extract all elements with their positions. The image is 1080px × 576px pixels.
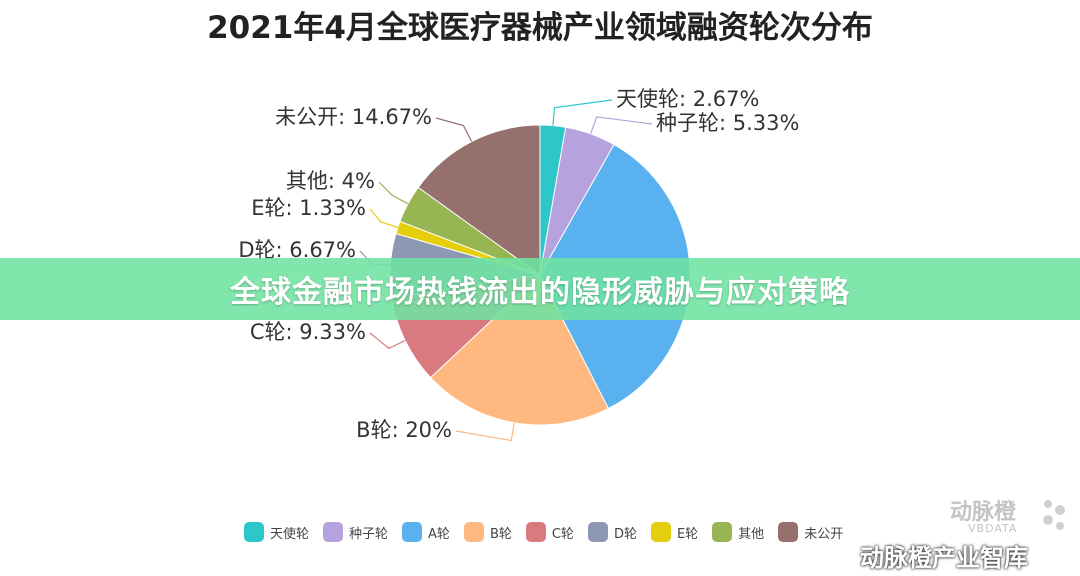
- legend-swatch: [712, 522, 733, 542]
- slice-label-3: B轮: 20%: [356, 418, 452, 442]
- chart-legend: 天使轮 种子轮 A轮 B轮 C轮 D轮 E轮 其他 未公开: [244, 522, 857, 542]
- slice-label-4: C轮: 9.33%: [250, 320, 366, 344]
- label-leader-8: [435, 117, 473, 142]
- legend-item-7[interactable]: 其他: [712, 522, 764, 542]
- legend-label: C轮: [551, 526, 574, 542]
- chart-title: 2021年4月全球医疗器械产业领域融资轮次分布: [207, 10, 873, 46]
- legend-swatch: [323, 522, 344, 542]
- watermark-dots-icon: [1043, 500, 1065, 530]
- legend-label: 其他: [738, 526, 765, 542]
- legend-label: 天使轮: [270, 526, 310, 542]
- legend-item-0[interactable]: 天使轮: [244, 522, 309, 542]
- legend-label: B轮: [489, 526, 512, 542]
- watermark-logo: 动脉橙: [950, 500, 1017, 525]
- label-leader-0: [552, 99, 613, 126]
- slice-label-1: 种子轮: 5.33%: [656, 111, 799, 135]
- legend-label: 未公开: [804, 526, 844, 542]
- legend-item-1[interactable]: 种子轮: [323, 522, 388, 542]
- slice-label-6: E轮: 1.33%: [251, 196, 366, 220]
- footer-watermark: 动脉橙产业智库: [822, 538, 1028, 573]
- headline-text: 全球金融市场热钱流出的隐形威胁与应对策略: [230, 275, 850, 310]
- label-leader-6: [369, 208, 398, 229]
- label-leader-3: [455, 422, 515, 442]
- legend-swatch: [650, 522, 671, 542]
- legend-swatch: [463, 522, 484, 542]
- legend-swatch: [244, 522, 264, 542]
- slice-label-0: 天使轮: 2.67%: [616, 87, 759, 111]
- footer-text: 动脉橙产业智库: [860, 544, 1028, 572]
- legend-label: 种子轮: [349, 526, 389, 542]
- label-leader-7: [378, 181, 409, 205]
- legend-item-3[interactable]: B轮: [463, 522, 512, 542]
- headline-banner: 全球金融市场热钱流出的隐形威胁与应对策略: [0, 258, 1080, 320]
- legend-swatch: [525, 522, 546, 542]
- slice-label-8: 未公开: 14.67%: [275, 105, 432, 129]
- legend-swatch: [587, 522, 608, 542]
- pie-slice-3: [429, 274, 610, 426]
- legend-item-8[interactable]: 未公开: [778, 522, 843, 542]
- slice-label-7: 其他: 4%: [286, 169, 375, 193]
- legend-label: D轮: [613, 526, 637, 542]
- legend-item-6[interactable]: E轮: [650, 522, 699, 542]
- legend-label: E轮: [676, 526, 699, 542]
- legend-item-4[interactable]: C轮: [525, 522, 574, 542]
- legend-swatch: [778, 522, 799, 542]
- legend-label: A轮: [428, 526, 450, 542]
- wechat-icon: [823, 544, 851, 566]
- label-leader-1: [590, 116, 653, 135]
- legend-item-5[interactable]: D轮: [587, 522, 637, 542]
- legend-swatch: [402, 522, 423, 542]
- legend-item-2[interactable]: A轮: [402, 522, 450, 542]
- label-leader-4: [369, 332, 406, 350]
- watermark-sub: VBDATA: [968, 522, 1018, 535]
